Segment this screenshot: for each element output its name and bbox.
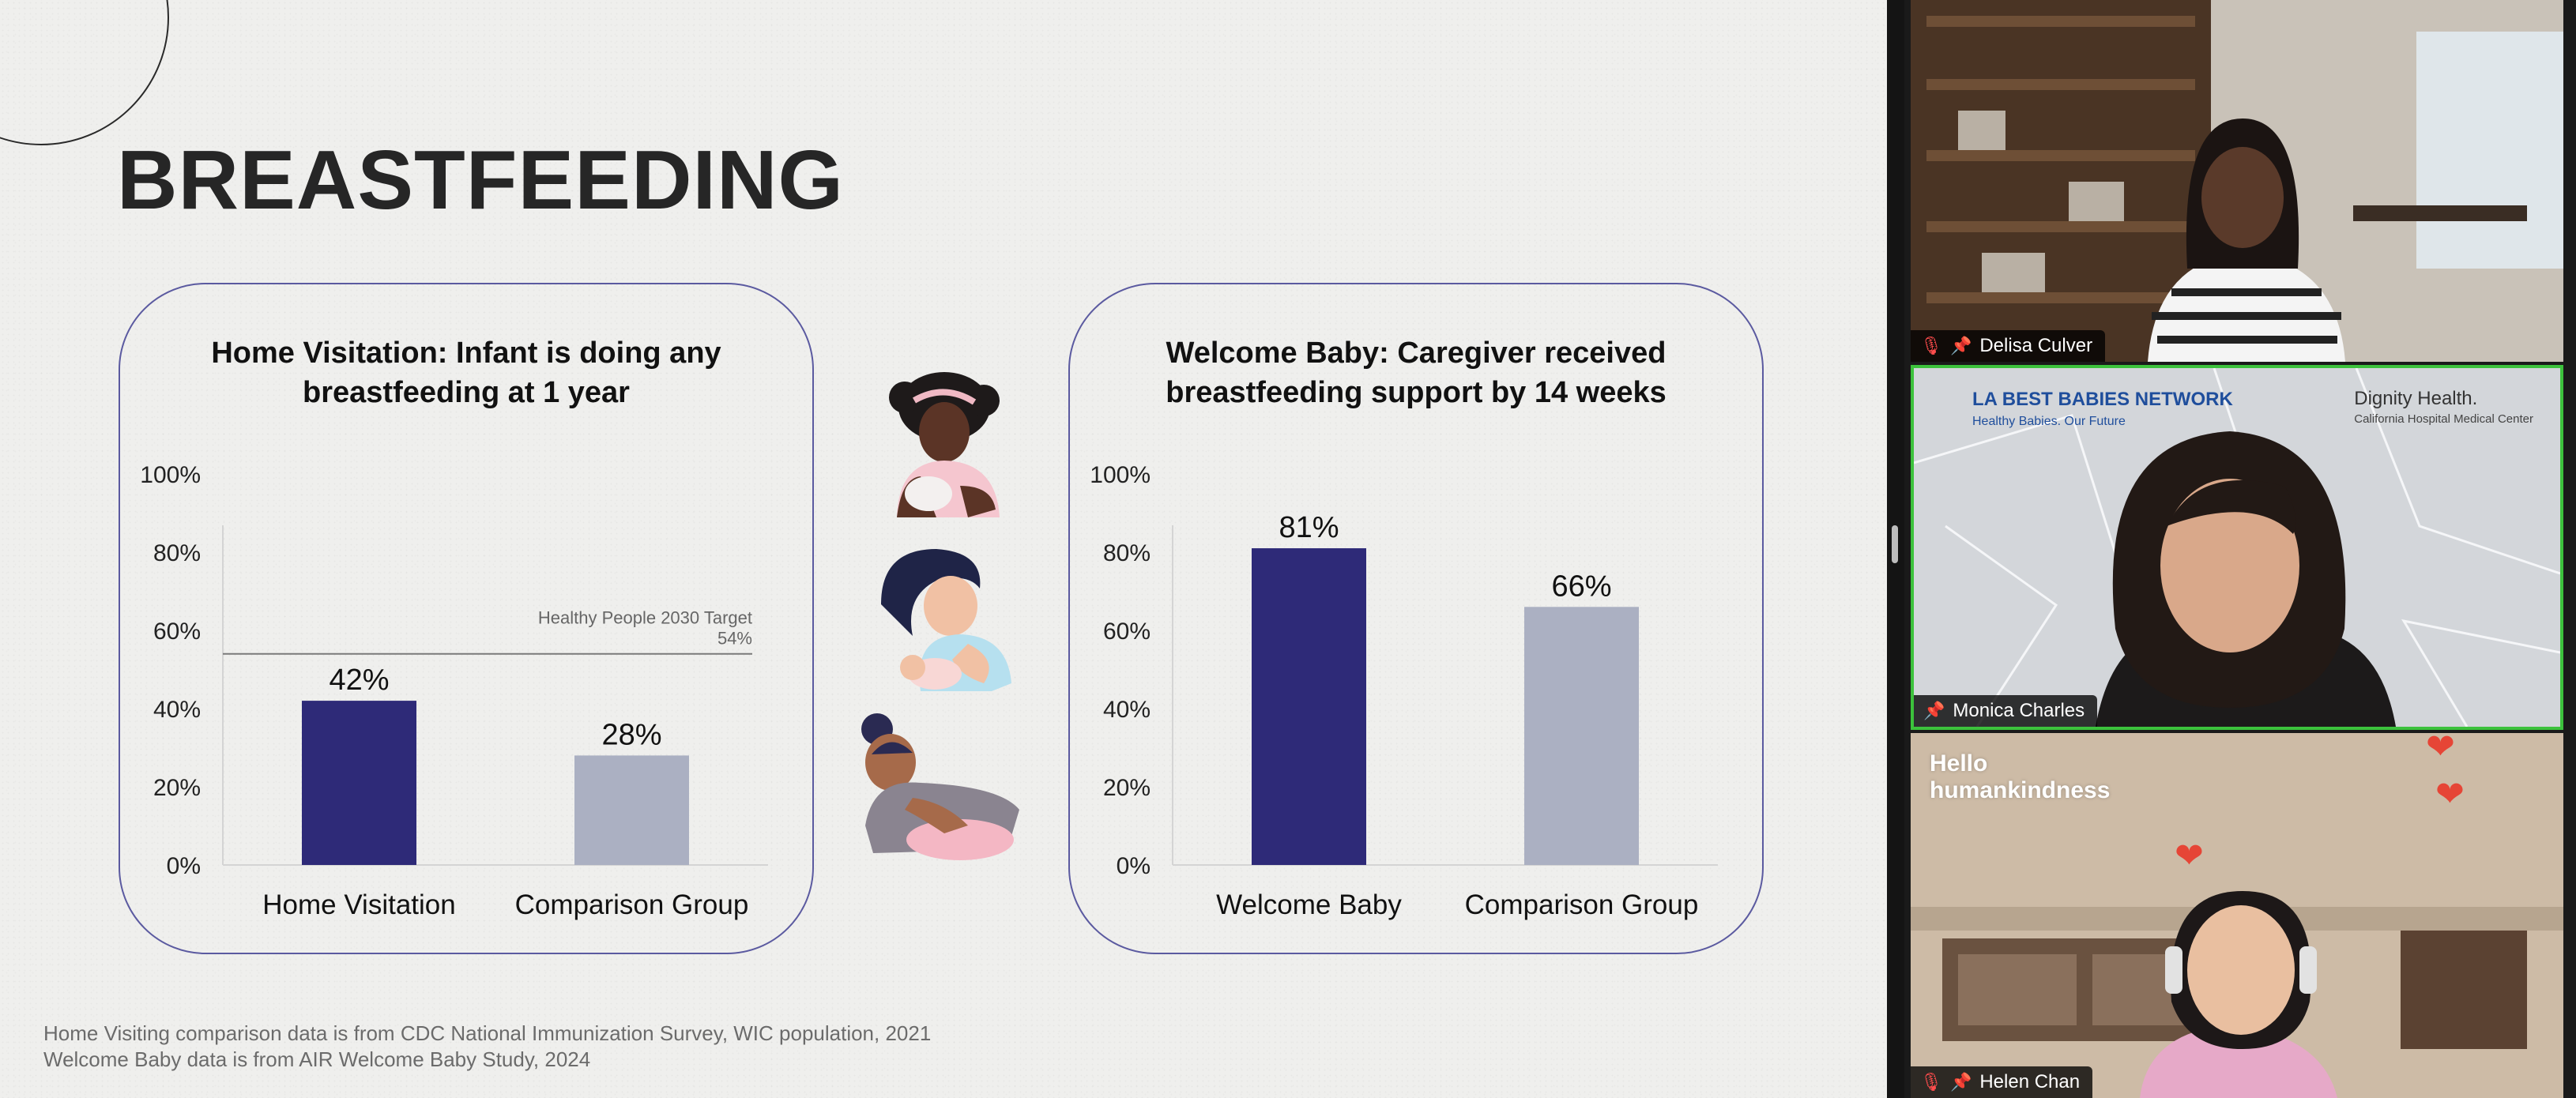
video-tile-delisa-culver[interactable]: 🎙 📌 Delisa Culver <box>1911 0 2563 362</box>
data-label: 81% <box>1279 511 1339 544</box>
presentation-slide: BREASTFEEDING Home Visitation: Infant is… <box>0 0 1887 1098</box>
chart-panel-welcome-baby: Welcome Baby: Caregiver received breastf… <box>1068 283 1764 954</box>
pin-icon: 📌 <box>1923 701 1945 720</box>
participant-name: Helen Chan <box>1979 1071 2081 1092</box>
y-tick-label: 40% <box>1103 697 1151 723</box>
bar-chart-welcome-baby: 0% 20% 40% 60% 80% 100% 81% Welcome Baby 66% Comp… <box>1090 462 1718 920</box>
participant-nametag: 📌 Monica Charles <box>1914 695 2098 727</box>
reference-line-label: Healthy People 2030 Target <box>538 608 752 628</box>
y-tick-label: 60% <box>153 619 201 645</box>
muted-mic-icon: 🎙 <box>1920 336 1942 355</box>
bar <box>574 755 689 865</box>
y-tick-label: 60% <box>1103 619 1151 645</box>
pin-icon: 📌 <box>1949 1072 1972 1092</box>
pin-icon: 📌 <box>1949 336 1972 355</box>
y-tick-label: 80% <box>1103 540 1151 566</box>
heart-reaction-icon: ❤ <box>2435 775 2465 814</box>
data-label: 42% <box>329 664 389 697</box>
background-text: Hello humankindness <box>1930 750 2111 803</box>
y-tick-label: 40% <box>153 697 201 723</box>
video-tile-helen-chan[interactable]: Hello humankindness ❤ ❤ ❤ 🎙 📌 Helen Chan <box>1911 733 2563 1098</box>
background-logo-la-best-babies: LA BEST BABIES NETWORK Healthy Babies. O… <box>1972 389 2233 428</box>
bar <box>1524 607 1639 865</box>
participant-nametag: 🎙 📌 Helen Chan <box>1911 1066 2093 1098</box>
y-tick-label: 0% <box>1117 853 1151 879</box>
y-tick-label: 0% <box>167 853 201 879</box>
resize-handle[interactable] <box>1892 525 1898 563</box>
slide-title: BREASTFEEDING <box>117 133 844 227</box>
footnotes: Home Visiting comparison data is from CD… <box>43 1021 931 1073</box>
y-tick-label: 20% <box>153 775 201 801</box>
video-tile-monica-charles[interactable]: LA BEST BABIES NETWORK Healthy Babies. O… <box>1911 365 2563 730</box>
bar <box>302 701 416 865</box>
muted-mic-icon: 🎙 <box>1920 1072 1942 1092</box>
bar-chart-home-visitation: 0% 20% 40% 60% 80% 100% 42% Home Visitation 28% C… <box>140 462 768 920</box>
category-label: Home Visitation <box>262 889 455 920</box>
y-tick-label: 100% <box>140 462 201 488</box>
y-tick-label: 80% <box>153 540 201 566</box>
category-label: Welcome Baby <box>1216 889 1402 920</box>
chart-title: Welcome Baby: Caregiver received breastf… <box>1166 337 1666 409</box>
data-label: 66% <box>1551 570 1611 603</box>
chart-title: Home Visitation: Infant is doing any bre… <box>211 337 721 409</box>
participant-nametag: 🎙 📌 Delisa Culver <box>1911 330 2106 362</box>
mother-icon-2 <box>881 549 1011 691</box>
category-label: Comparison Group <box>1465 889 1699 920</box>
breastfeeding-illustrations <box>849 367 1031 865</box>
decorative-circle <box>0 0 169 145</box>
heart-reaction-icon: ❤ <box>2426 733 2455 766</box>
chart-panel-home-visitation: Home Visitation: Infant is doing any bre… <box>119 283 814 954</box>
footnote: Welcome Baby data is from AIR Welcome Ba… <box>43 1047 591 1071</box>
data-label: 28% <box>601 718 661 751</box>
reference-line-value: 54% <box>717 629 752 649</box>
background-logo-dignity-health: Dignity Health. California Hospital Medi… <box>2354 388 2533 427</box>
y-tick-label: 20% <box>1103 775 1151 801</box>
participant-name: Delisa Culver <box>1979 335 2093 356</box>
mother-icon-1 <box>889 372 1000 517</box>
y-tick-label: 100% <box>1090 462 1151 488</box>
footnote: Home Visiting comparison data is from CD… <box>43 1021 932 1045</box>
heart-reaction-icon: ❤ <box>2175 837 2204 875</box>
mother-icon-3 <box>861 713 1019 860</box>
bar <box>1252 548 1366 865</box>
participant-name: Monica Charles <box>1953 700 2085 721</box>
category-label: Comparison Group <box>515 889 749 920</box>
